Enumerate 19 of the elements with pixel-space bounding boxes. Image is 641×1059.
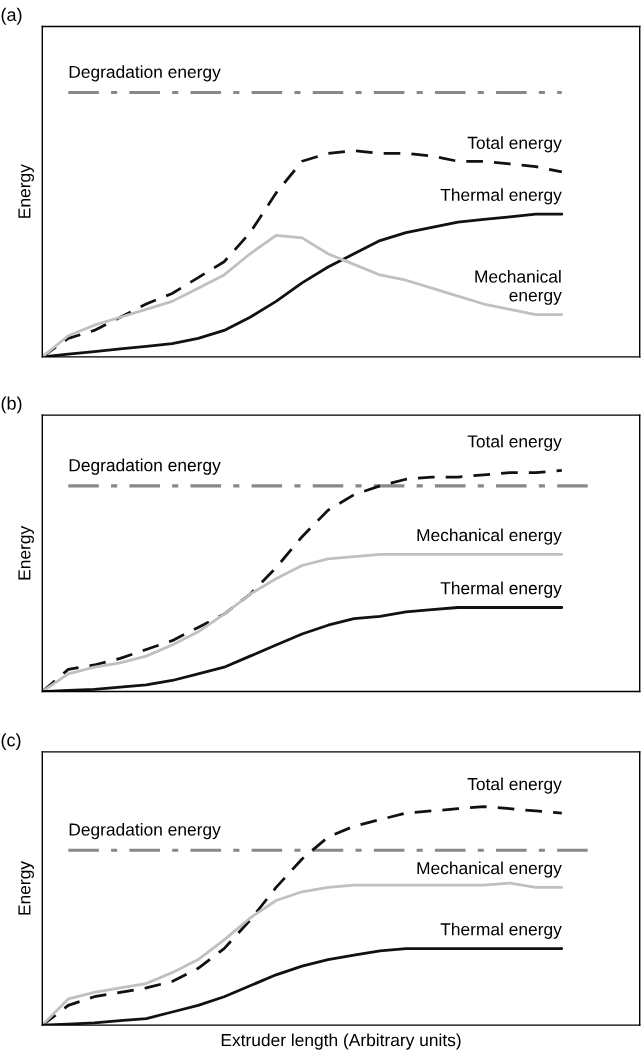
series-label: Mechanical energy: [475, 269, 562, 305]
series-label: Total energy: [467, 136, 562, 153]
series-label: Degradation energy: [69, 65, 221, 82]
chart-title: (a): [1, 7, 22, 25]
x-axis-title: Extruder length (Arbitrary units): [221, 1033, 461, 1050]
y-axis-title: Energy: [18, 861, 34, 915]
series-label: Thermal energy: [440, 922, 562, 939]
chart-title: (b): [1, 396, 22, 414]
chart-title: (c): [1, 733, 21, 751]
y-axis-title: Energy: [18, 164, 34, 218]
series-label: Total energy: [467, 777, 562, 794]
y-axis-title: Energy: [18, 525, 34, 580]
series-label: Mechanical energy: [417, 861, 562, 878]
series-label: Mechanical energy: [417, 528, 562, 545]
series-label: Degradation energy: [69, 458, 221, 475]
series-label: Thermal energy: [440, 581, 562, 598]
series-label: Thermal energy: [440, 188, 562, 205]
series-label: Total energy: [467, 434, 562, 451]
series-label: Degradation energy: [69, 822, 221, 840]
